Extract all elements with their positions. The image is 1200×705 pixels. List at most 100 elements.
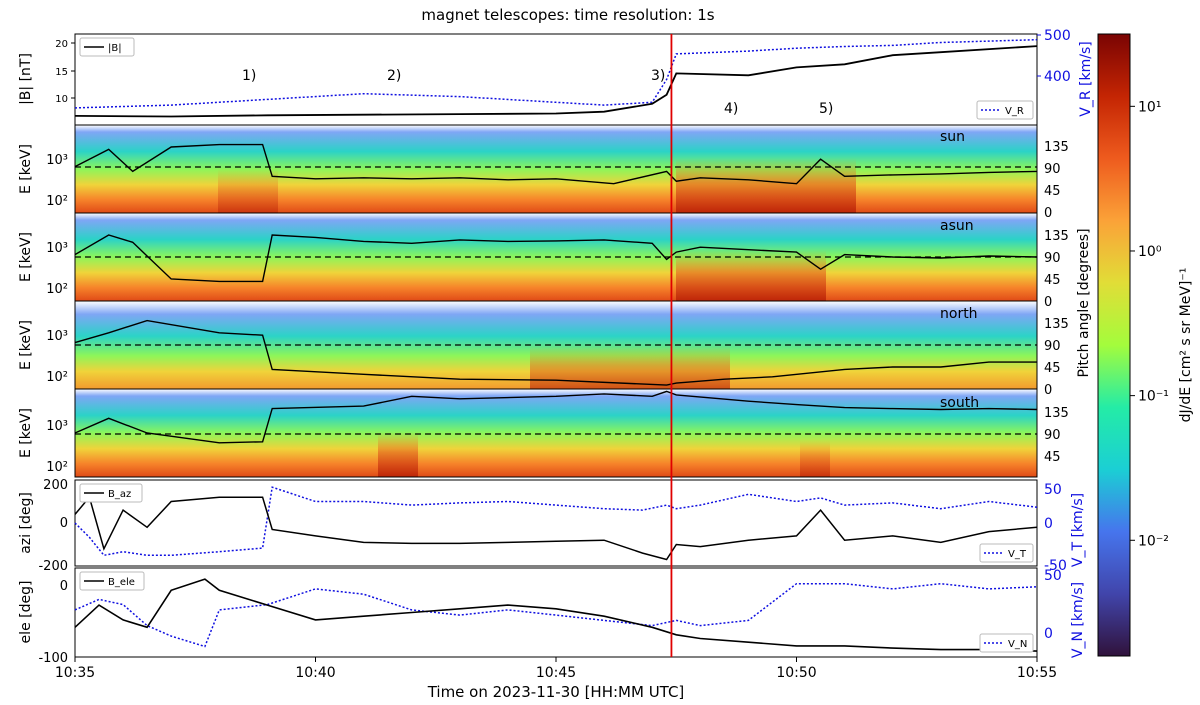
- panel-label: sun: [940, 129, 965, 145]
- legend-box: B_ele: [79, 571, 145, 591]
- asun-marks: [74, 234, 1038, 283]
- intensity-enhancement: [676, 250, 826, 301]
- y-tick-label: 10²: [46, 282, 68, 297]
- pitch-tick-label: 45: [1044, 184, 1061, 199]
- y-axis-label: |B| [nT]: [18, 53, 34, 105]
- y-tick-label: 500: [1044, 28, 1071, 44]
- figure-title: magnet telescopes: time resolution: 1s: [421, 6, 714, 24]
- b-ele-series: [74, 578, 1038, 652]
- legend-box: V_T: [979, 543, 1034, 563]
- y-tick-label: -200: [38, 559, 68, 574]
- y-tick-label: 10²: [46, 194, 68, 209]
- colorbar-tick-label: 10⁻²: [1138, 533, 1169, 549]
- legend-box: V_R: [976, 100, 1034, 120]
- plot-frame: [74, 479, 1038, 567]
- x-tick-label: 10:55: [1017, 665, 1057, 681]
- y-axis-label: ele [deg]: [18, 581, 34, 644]
- panel-north: north E [keV] 10² 10³ 0 45 90 135: [18, 300, 1069, 398]
- pitch-tick-label: 135: [1044, 317, 1069, 332]
- legend-label: |B|: [108, 43, 122, 54]
- legend-frame: [979, 633, 1034, 653]
- b-magnitude-series: [74, 45, 1038, 118]
- panel-b-magnitude: |B| V_R 1) 2) 3) 4) 5) |B| [nT] 10 15 20…: [18, 28, 1094, 126]
- y-tick-label: 10: [55, 94, 68, 105]
- legend-box: |B|: [79, 37, 135, 57]
- y-axis-left: |B| [nT] 10 15 20: [18, 39, 75, 105]
- pitch-tick-label: 0: [1044, 383, 1052, 398]
- plot-frame: [74, 388, 1038, 478]
- legend-frame: [79, 483, 143, 503]
- y-axis-label: E [keV]: [18, 144, 34, 194]
- pitch-tick-label: 0: [1044, 295, 1052, 310]
- y-axis-label: E [keV]: [18, 320, 34, 370]
- annotation-3: 3): [651, 68, 665, 84]
- colorbar: 10¹ 10⁰ 10⁻¹ 10⁻² dJ/dE [cm² s sr MeV]⁻¹: [1097, 33, 1194, 657]
- pitch-angle-trace: [74, 319, 1037, 386]
- pitch-angle-axis-label: Pitch angle [degrees]: [1076, 228, 1092, 377]
- x-tick-label: 10:45: [536, 665, 576, 681]
- panel-azimuth: B_az V_T azi [deg] -200 0 200 -50 0 50 V…: [18, 478, 1086, 574]
- intensity-enhancement: [800, 440, 830, 477]
- y-tick-label: 50: [1044, 568, 1062, 584]
- y-tick-label: 0: [1044, 626, 1053, 642]
- pitch-angle-trace: [74, 390, 1038, 444]
- x-axis-label: Time on 2023-11-30 [HH:MM UTC]: [427, 683, 685, 701]
- azimuth-marks: [74, 486, 1038, 561]
- y-axis-label: E [keV]: [18, 232, 34, 282]
- colorbar-tick-label: 10⁻¹: [1138, 389, 1169, 405]
- annotation-5: 5): [819, 101, 833, 117]
- b-az-series: [74, 495, 1038, 561]
- spectrogram-background: [75, 389, 1037, 477]
- legend-label: B_ele: [108, 577, 135, 588]
- pitch-tick-label: 90: [1044, 251, 1061, 266]
- pitch-tick-label: 90: [1044, 428, 1061, 443]
- pitch-tick-label: 135: [1044, 229, 1069, 244]
- time-axis: 10:35 10:40 10:45 10:50 10:55: [55, 657, 1057, 681]
- y-tick-label: 0: [1044, 516, 1053, 532]
- y-tick-label: -100: [38, 651, 68, 666]
- legend-box: B_az: [79, 483, 143, 503]
- legend-label: V_N: [1008, 639, 1027, 650]
- y-tick-label: 10³: [46, 153, 68, 168]
- legend-label: V_T: [1008, 549, 1027, 560]
- v-n-series: [74, 582, 1038, 648]
- y-tick-label: 0: [60, 579, 68, 594]
- panel-asun: asun E [keV] 10² 10³ 0 45 90 135: [18, 212, 1069, 310]
- y-tick-label: 10²: [46, 460, 68, 475]
- annotation-1: 1): [242, 68, 256, 84]
- colorbar-scale: [1097, 33, 1131, 657]
- colorbar-ticks: 10¹ 10⁰ 10⁻¹ 10⁻²: [1130, 99, 1169, 549]
- y-tick-label: 400: [1044, 69, 1071, 85]
- y-tick-label: 10³: [46, 241, 68, 256]
- colorbar-label: dJ/dE [cm² s sr MeV]⁻¹: [1178, 268, 1194, 423]
- south-marks: [74, 390, 1038, 444]
- pitch-tick-label: 90: [1044, 162, 1061, 177]
- panel-label: north: [940, 306, 978, 322]
- annotation-4: 4): [724, 101, 738, 117]
- legend-label: B_az: [108, 489, 131, 500]
- elevation-marks: [74, 578, 1038, 652]
- pitch-tick-label: 0: [1044, 206, 1052, 221]
- colorbar-tick-label: 10⁰: [1138, 244, 1162, 260]
- legend-frame: [79, 571, 145, 591]
- pitch-angle-trace: [74, 234, 1038, 283]
- pitch-angle-trace: [74, 143, 1038, 185]
- legend-box: V_N: [979, 633, 1034, 653]
- pitch-tick-label: 135: [1044, 406, 1069, 421]
- y-tick-label: 0: [60, 516, 68, 531]
- sun-marks: [74, 143, 1038, 185]
- legend-frame: [976, 100, 1034, 120]
- colorbar-tick-label: 10¹: [1138, 99, 1161, 115]
- panel-south: south E [keV] 10² 10³ 45 90 135: [18, 388, 1069, 478]
- y-tick-label: 200: [43, 478, 68, 493]
- y-axis-label: V_R [km/s]: [1078, 41, 1094, 116]
- y-axis-right: 400 500 V_R [km/s]: [1037, 28, 1094, 117]
- legend-label: V_R: [1005, 106, 1024, 117]
- plot-frame: [74, 33, 1038, 126]
- intensity-enhancement: [218, 168, 278, 213]
- pitch-tick-label: 45: [1044, 450, 1061, 465]
- y-tick-label: -50: [1044, 558, 1067, 574]
- v-r-series: [74, 38, 1038, 109]
- y-tick-label: 10³: [46, 419, 68, 434]
